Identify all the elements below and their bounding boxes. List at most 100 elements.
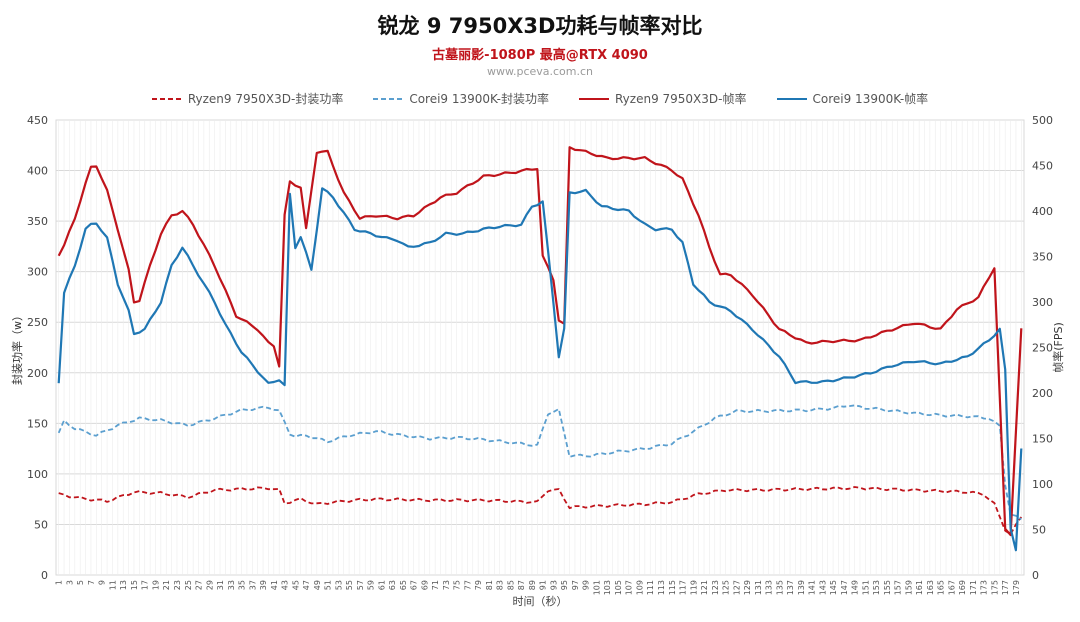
y-axis-label-left: 封装功率（w）	[10, 310, 24, 385]
series-line-3	[57, 187, 1023, 552]
y-tick-right: 100	[1032, 478, 1053, 491]
chart-title: 锐龙 9 7950X3D功耗与帧率对比	[377, 14, 703, 38]
x-tick: 3	[65, 580, 74, 585]
x-tick: 173	[980, 580, 989, 595]
y-tick-left: 200	[27, 367, 48, 380]
x-tick: 43	[281, 580, 290, 590]
x-tick: 171	[969, 580, 978, 595]
y-tick-left: 100	[27, 468, 48, 481]
watermark: www.pceva.com.cn	[486, 65, 594, 78]
legend-swatch	[151, 97, 182, 100]
x-tick: 93	[549, 580, 558, 590]
y-tick-right: 250	[1032, 342, 1053, 355]
x-tick: 137	[786, 580, 795, 595]
x-tick: 41	[270, 580, 279, 590]
x-tick: 151	[861, 580, 870, 595]
x-tick: 27	[195, 580, 204, 590]
series-line-1	[57, 404, 1022, 521]
plot-border	[55, 119, 1025, 576]
y-tick-left: 150	[27, 417, 48, 430]
x-tick: 165	[937, 580, 946, 595]
y-tick-left: 250	[27, 316, 48, 329]
x-tick: 49	[313, 580, 322, 590]
x-tick: 97	[571, 580, 580, 590]
legend-label: Corei9 13900K-帧率	[812, 92, 929, 106]
x-tick: 53	[334, 580, 343, 590]
y-tick-left: 0	[41, 569, 48, 582]
x-tick: 103	[603, 580, 612, 595]
x-tick: 57	[356, 580, 365, 590]
x-tick: 157	[894, 580, 903, 595]
x-tick: 175	[990, 580, 999, 595]
x-tick: 153	[872, 580, 881, 595]
x-tick: 179	[1012, 580, 1021, 595]
legend-item-ryzen-fps: Ryzen9 7950X3D-帧率	[579, 90, 747, 107]
x-tick: 139	[797, 580, 806, 595]
series-line-2	[57, 146, 1023, 537]
x-tick: 35	[238, 580, 247, 590]
x-tick: 73	[442, 580, 451, 590]
x-tick: 131	[754, 580, 763, 595]
x-tick: 109	[635, 580, 644, 595]
x-tick: 29	[205, 580, 214, 590]
x-tick: 141	[808, 580, 817, 595]
legend-swatch	[776, 97, 807, 100]
x-tick: 85	[506, 580, 515, 590]
legend-item-ryzen-power: Ryzen9 7950X3D-封装功率	[151, 90, 343, 107]
y-tick-left: 50	[34, 518, 48, 531]
x-tick: 1	[55, 580, 64, 585]
x-tick: 135	[775, 580, 784, 595]
x-tick: 107	[625, 580, 634, 595]
x-tick: 143	[818, 580, 827, 595]
x-tick: 77	[463, 580, 472, 590]
x-tick: 5	[76, 580, 85, 585]
x-tick: 145	[829, 580, 838, 595]
x-tick: 167	[947, 580, 956, 595]
x-tick: 51	[324, 580, 333, 590]
x-tick: 83	[496, 580, 505, 590]
y-tick-right: 500	[1032, 114, 1053, 127]
x-axis-label: 时间（秒）	[513, 594, 568, 608]
legend-swatch	[579, 97, 609, 100]
x-tick: 31	[216, 580, 225, 590]
x-tick: 161	[915, 580, 924, 595]
legend-label: Ryzen9 7950X3D-帧率	[615, 92, 747, 106]
x-tick: 119	[689, 580, 698, 595]
legend-swatch	[373, 97, 404, 100]
x-tick: 169	[958, 580, 967, 595]
x-tick: 11	[108, 580, 117, 590]
y-tick-right: 200	[1032, 387, 1053, 400]
y-tick-left: 400	[27, 165, 48, 178]
x-tick: 37	[248, 580, 257, 590]
legend-label: Corei9 13900K-封装功率	[409, 92, 549, 106]
y-tick-right: 50	[1032, 524, 1046, 537]
x-tick: 133	[765, 580, 774, 595]
x-tick: 13	[119, 580, 128, 590]
x-tick: 147	[840, 580, 849, 595]
x-tick: 45	[291, 580, 300, 590]
x-tick: 123	[711, 580, 720, 595]
x-tick: 59	[367, 580, 376, 590]
y-tick-left: 300	[27, 266, 48, 279]
x-tick: 99	[582, 580, 591, 590]
x-tick: 113	[657, 580, 666, 595]
x-tick: 105	[614, 580, 623, 595]
y-tick-left: 350	[27, 215, 48, 228]
x-tick: 125	[722, 580, 731, 595]
y-tick-right: 450	[1032, 160, 1053, 173]
x-tick: 67	[410, 580, 419, 590]
x-tick: 111	[646, 580, 655, 595]
x-tick: 17	[141, 580, 150, 590]
x-tick: 9	[98, 580, 107, 585]
legend-item-intel-power: Corei9 13900K-封装功率	[373, 90, 549, 107]
x-tick: 159	[904, 580, 913, 595]
y-tick-right: 300	[1032, 296, 1053, 309]
x-tick: 117	[679, 580, 688, 595]
x-tick: 39	[259, 580, 268, 590]
x-tick: 19	[151, 580, 160, 590]
x-tick: 163	[926, 580, 935, 595]
x-tick: 61	[377, 580, 386, 590]
x-tick: 75	[453, 580, 462, 590]
